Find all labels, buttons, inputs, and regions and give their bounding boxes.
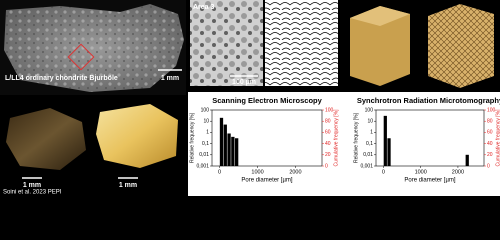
y2-tick-label: 80 (487, 119, 493, 125)
y2-tick-label: 0 (487, 163, 490, 169)
x-axis-label: Pore diameter [µm] (404, 178, 455, 184)
y2-tick-label: 20 (487, 152, 493, 158)
y-tick-label: 100 (201, 107, 210, 113)
y-tick-label: 0,01 (199, 152, 209, 158)
y2-tick-label: 60 (487, 130, 493, 136)
pore-network (428, 4, 494, 88)
cube-face (350, 6, 410, 26)
y-tick-label: 100 (365, 107, 374, 113)
y2-axis-label: Cumulative frequency [%] (333, 109, 339, 167)
meteorite-label: L/LL4 ordinary chondrite Bjurböle (5, 75, 118, 82)
bar (219, 117, 224, 166)
y2-tick-label: 100 (325, 107, 334, 113)
plot-frame (211, 109, 323, 167)
sem-binary (265, 0, 338, 86)
y-tick-label: 0,1 (202, 141, 209, 147)
y-axis-label: Relative frequency [%] (353, 112, 359, 163)
x-tick-label: 1000 (415, 169, 427, 175)
y2-axis-label: Cumulative frequency [%] (495, 109, 500, 167)
chart-title: Scanning Electron Microscopy (212, 96, 322, 105)
x-tick-label: 0 (218, 169, 221, 175)
bar (465, 154, 469, 166)
y2-tick-label: 60 (325, 130, 331, 136)
region-marker (67, 43, 95, 71)
y-axis-label: Relative frequency [%] (189, 112, 195, 163)
volume-cube (350, 6, 410, 86)
scale-label: 1 mm (23, 182, 41, 189)
meteorite-texture (4, 4, 184, 92)
y2-tick-label: 80 (325, 119, 331, 125)
bar (383, 115, 387, 166)
y2-tick-label: 20 (325, 152, 331, 158)
charts-bg (188, 92, 500, 196)
scale-label: 1 mm (119, 182, 137, 189)
y-tick-label: 0,1 (366, 141, 373, 147)
y-tick-label: 0,001 (360, 163, 373, 169)
y-tick-label: 1 (206, 130, 209, 136)
sample-amber (96, 104, 178, 168)
plot-frame (375, 109, 485, 167)
y2-tick-label: 100 (487, 107, 496, 113)
figure: L/LL4 ordinary chondrite Bjurböle 1 mm 1… (3, 0, 500, 196)
chart-title: Synchrotron Radiation Microtomography (357, 96, 500, 105)
bar (223, 124, 227, 166)
x-tick-label: 2000 (289, 169, 301, 175)
sample-dark (6, 108, 86, 170)
sem-image (190, 0, 263, 86)
bar (227, 133, 231, 166)
x-tick-label: 1000 (251, 169, 263, 175)
y-tick-label: 1 (370, 130, 373, 136)
y-tick-label: 10 (203, 119, 209, 125)
scale-label: 1 mm (161, 75, 179, 82)
y2-tick-label: 0 (325, 163, 328, 169)
y-tick-label: 10 (367, 119, 373, 125)
scale-label: 100 µm (232, 79, 256, 86)
y-tick-label: 0,001 (196, 163, 209, 169)
bar (387, 138, 391, 166)
x-tick-label: 0 (382, 169, 385, 175)
x-tick-label: 2000 (452, 169, 464, 175)
credit: Soini et al. 2023 PEPI (3, 190, 62, 196)
y2-tick-label: 40 (487, 141, 493, 147)
bar (231, 136, 235, 166)
y-tick-label: 0,01 (363, 152, 373, 158)
area-label: Area 3 (193, 4, 215, 11)
y2-tick-label: 40 (325, 141, 331, 147)
x-axis-label: Pore diameter [µm] (241, 178, 292, 184)
bar (235, 138, 239, 166)
